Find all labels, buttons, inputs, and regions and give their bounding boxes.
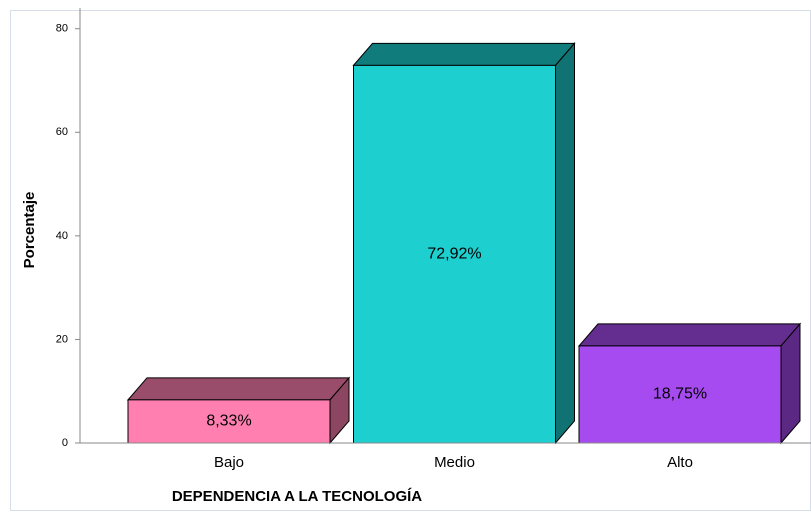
- x-tick-label: Bajo: [214, 454, 244, 471]
- y-tick-label: 20: [56, 333, 68, 345]
- y-tick-label: 40: [56, 230, 68, 242]
- value-label: 8,33%: [206, 413, 251, 430]
- bar: [578, 345, 782, 444]
- bar-side: [555, 42, 575, 445]
- x-tick-label: Medio: [434, 454, 475, 471]
- x-tick-label: Alto: [667, 454, 693, 471]
- bar-top: [126, 377, 351, 401]
- bar-top: [577, 323, 802, 347]
- y-tick-label: 0: [62, 437, 68, 449]
- x-axis-title: DEPENDENCIA A LA TECNOLOGÍA: [172, 488, 422, 505]
- value-label: 18,75%: [653, 386, 707, 403]
- value-label: 72,92%: [427, 245, 481, 262]
- y-tick-label: 80: [56, 23, 68, 35]
- y-tick-label: 60: [56, 126, 68, 138]
- y-axis-title: Porcentaje: [21, 192, 38, 269]
- bar: [353, 64, 556, 444]
- bar-top: [352, 42, 576, 66]
